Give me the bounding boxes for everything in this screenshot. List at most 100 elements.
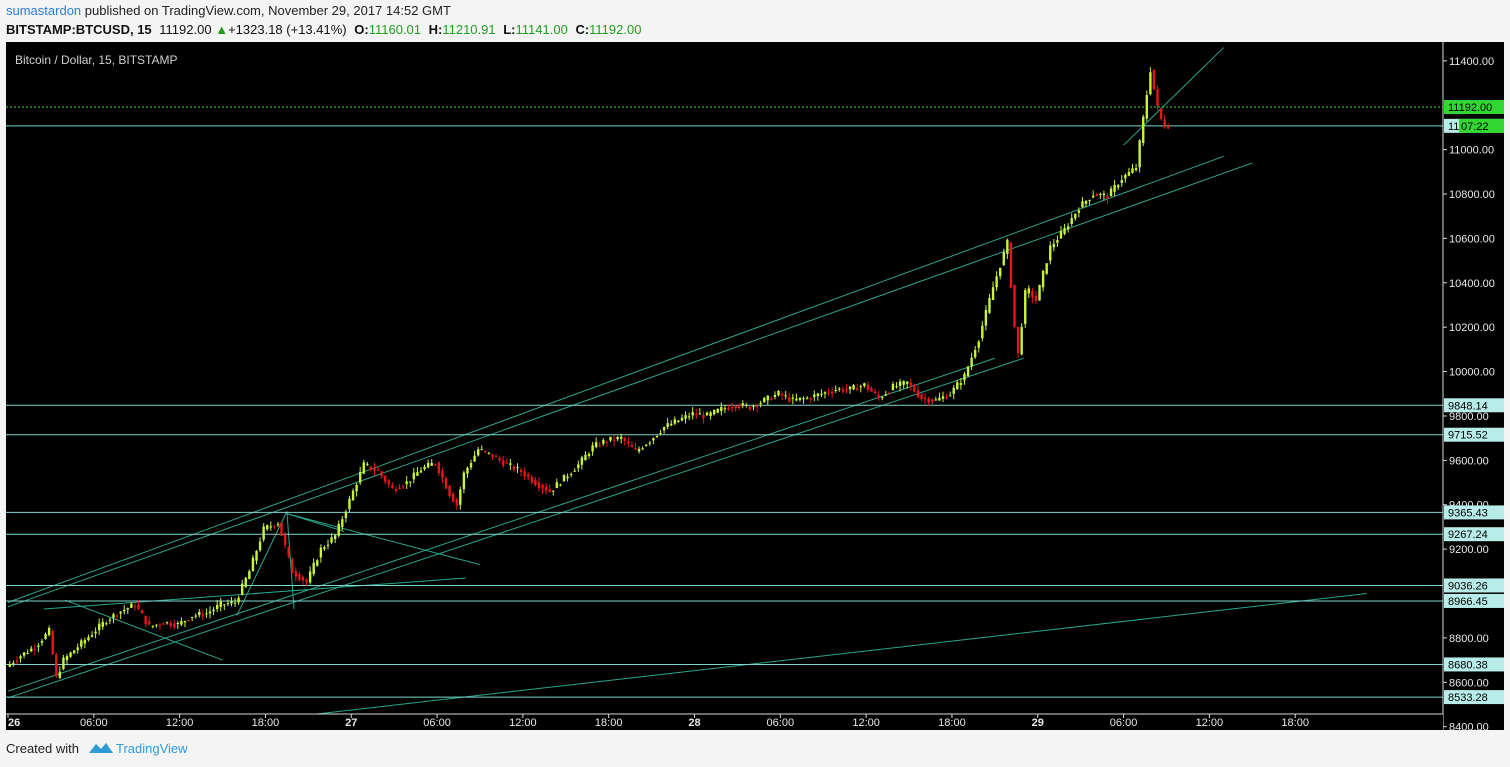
price-level-label: 9848.14 — [1448, 400, 1488, 412]
candle-up — [44, 633, 47, 640]
candle-up — [348, 498, 351, 510]
candle-down — [484, 450, 487, 452]
candle-down — [369, 466, 373, 470]
candle-up — [970, 357, 973, 367]
candle-down — [280, 522, 283, 536]
candle-down — [702, 414, 705, 419]
candle-up — [802, 398, 805, 400]
candle-up — [977, 341, 980, 348]
candle-up — [176, 622, 180, 625]
candle-up — [1066, 226, 1070, 230]
candle-up — [1131, 168, 1134, 173]
candle-up — [591, 445, 594, 452]
x-tick-label: 18:00 — [938, 717, 966, 729]
candle-up — [69, 652, 72, 657]
price-level-label: 9267.24 — [1448, 529, 1488, 541]
candle-down — [51, 631, 54, 655]
price-level-label-bg — [1444, 527, 1504, 542]
candle-up — [323, 547, 326, 550]
candle-up — [19, 656, 22, 659]
candle-up — [999, 267, 1002, 277]
price-chart[interactable]: Bitcoin / Dollar, 15, BITSTAMP 11400.00 1… — [6, 42, 1504, 730]
candle-up — [72, 650, 76, 654]
candle-down — [162, 623, 165, 625]
candle-down — [502, 460, 505, 466]
candle-up — [223, 604, 226, 606]
chart-area[interactable]: Bitcoin / Dollar, 15, BITSTAMP 11400.00 1… — [6, 42, 1504, 730]
candle-down — [909, 382, 913, 386]
y-tick-label: 10200.00 — [1449, 322, 1495, 334]
author-link[interactable]: sumastardon — [6, 3, 82, 18]
candle-up — [984, 309, 988, 326]
candle-down — [598, 445, 601, 447]
y-tick-label: 10400.00 — [1449, 278, 1495, 290]
candle-up — [123, 609, 126, 612]
candle-down — [448, 485, 451, 497]
last-price: 11192.00 — [159, 22, 212, 37]
trendline — [7, 357, 1024, 699]
candle-down — [273, 525, 276, 527]
candle-up — [1020, 326, 1023, 355]
candle-up — [784, 395, 787, 397]
candle-up — [680, 417, 684, 421]
candle-up — [22, 652, 26, 656]
candle-up — [326, 544, 330, 546]
candle-up — [47, 628, 51, 636]
candle-up — [244, 577, 247, 587]
candle-down — [630, 444, 634, 447]
candle-up — [687, 416, 691, 418]
candle-up — [316, 560, 319, 566]
candle-up — [151, 625, 155, 627]
trendline — [1123, 47, 1225, 146]
candle-down — [294, 571, 298, 577]
footer: Created with TradingView — [6, 741, 188, 756]
candle-up — [973, 350, 977, 358]
candle-down — [33, 648, 37, 650]
candle-down — [140, 610, 144, 614]
price-level-label: 8533.28 — [1448, 692, 1488, 704]
candle-up — [126, 608, 129, 610]
candle-down — [1167, 125, 1170, 129]
countdown-bg — [1459, 118, 1504, 133]
candle-down — [173, 623, 176, 628]
candle-up — [1142, 116, 1145, 143]
tradingview-link[interactable]: TradingView — [116, 741, 188, 756]
candle-up — [405, 481, 408, 485]
candle-up — [1120, 180, 1123, 183]
candle-up — [981, 325, 984, 339]
candle-up — [573, 470, 576, 472]
candle-up — [859, 386, 862, 388]
price-level-label-bg — [1444, 427, 1504, 442]
candle-down — [845, 389, 848, 391]
candle-up — [863, 383, 866, 386]
candle-up — [1045, 263, 1048, 274]
y-tick-label: 9600.00 — [1449, 455, 1489, 467]
candle-up — [712, 409, 716, 415]
current-price-label-bg — [1444, 100, 1504, 115]
candle-down — [1009, 242, 1013, 288]
price-level-label-bg — [1444, 690, 1504, 705]
open-value: 11160.01 — [368, 22, 421, 37]
candle-up — [580, 457, 584, 465]
candle-up — [902, 381, 905, 385]
candle-down — [15, 661, 19, 663]
candle-up — [1109, 188, 1113, 197]
candle-up — [834, 389, 837, 391]
candle-down — [523, 471, 526, 477]
x-tick-label: 18:00 — [252, 717, 280, 729]
candle-up — [752, 406, 755, 408]
x-tick-label: 12:00 — [509, 717, 537, 729]
candle-up — [248, 571, 251, 580]
countdown-label: 07:22 — [1461, 121, 1489, 133]
candle-up — [1024, 290, 1027, 324]
candle-up — [97, 623, 101, 631]
candle-up — [105, 623, 108, 625]
candle-down — [734, 405, 737, 409]
candle-up — [566, 476, 569, 479]
candle-up — [358, 471, 362, 483]
candle-up — [594, 442, 598, 448]
candle-up — [637, 448, 641, 452]
candle-down — [916, 390, 920, 397]
candle-down — [931, 399, 934, 402]
candle-up — [569, 473, 573, 475]
